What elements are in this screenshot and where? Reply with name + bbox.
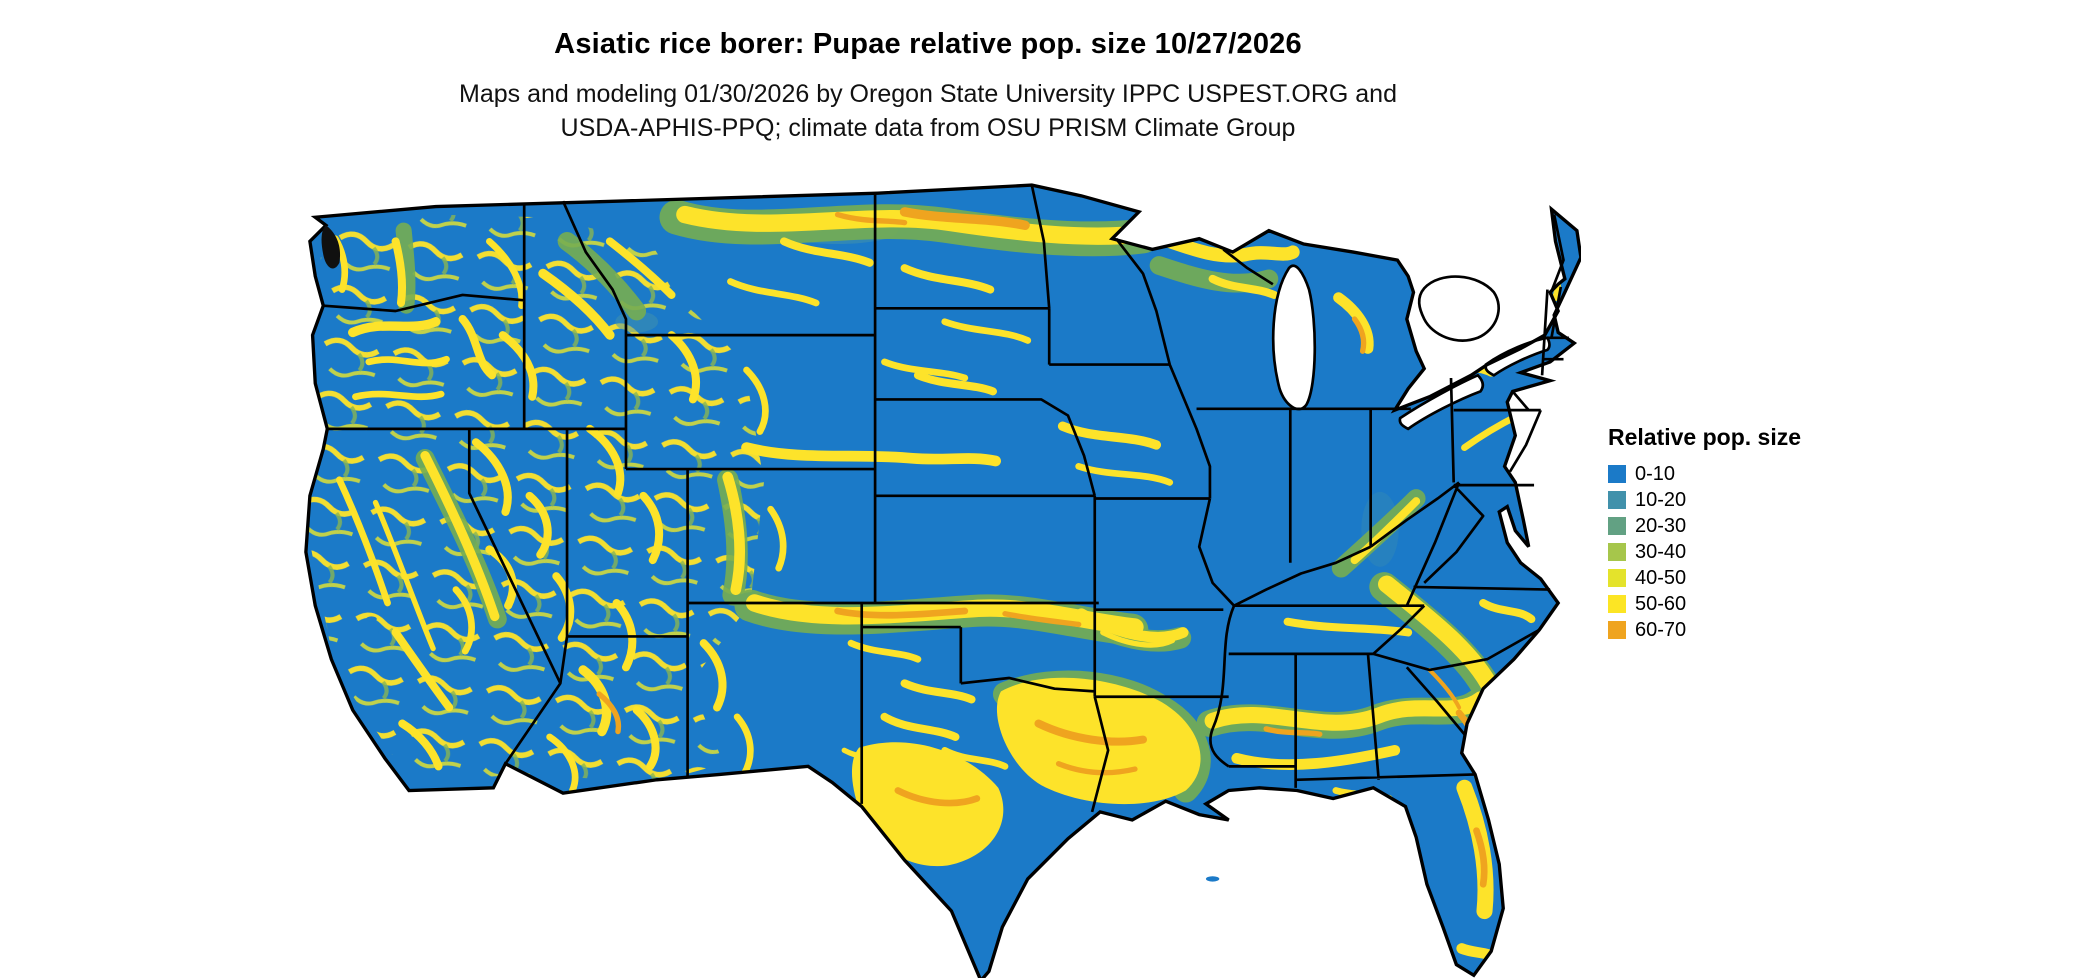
legend: Relative pop. size 0-10 10-20 20-30 30-4…	[1608, 424, 1801, 643]
population-data-layer	[308, 199, 1561, 965]
legend-swatch	[1608, 595, 1626, 613]
legend-item-label: 50-60	[1635, 592, 1687, 615]
legend-item-label: 10-20	[1635, 488, 1687, 511]
legend-swatch	[1608, 543, 1626, 561]
lake-huron	[1417, 275, 1500, 342]
legend-item: 20-30	[1608, 513, 1801, 539]
channel-islands	[366, 616, 1220, 882]
legend-item-label: 60-70	[1635, 618, 1687, 641]
conus-map	[304, 183, 1581, 978]
map-subtitle-line2: USDA-APHIS-PPQ; climate data from OSU PR…	[560, 114, 1296, 142]
legend-item-label: 30-40	[1635, 540, 1687, 563]
legend-item-label: 40-50	[1635, 566, 1687, 589]
legend-swatch	[1608, 517, 1626, 535]
legend-swatch	[1608, 569, 1626, 587]
orange-core-layer	[596, 207, 1543, 888]
legend-item: 10-20	[1608, 487, 1801, 513]
legend-item-label: 20-30	[1635, 514, 1687, 537]
map-header: Asiatic rice borer: Pupae relative pop. …	[275, 28, 1581, 145]
legend-item: 50-60	[1608, 591, 1801, 617]
map-subtitle: Maps and modeling 01/30/2026 by Oregon S…	[275, 77, 1581, 145]
legend-item: 60-70	[1608, 617, 1801, 643]
great-lakes	[1271, 264, 1551, 431]
legend-item: 40-50	[1608, 565, 1801, 591]
legend-item: 30-40	[1608, 539, 1801, 565]
legend-swatch	[1608, 465, 1626, 483]
legend-swatch	[1608, 491, 1626, 509]
legend-item: 0-10	[1608, 461, 1801, 487]
lake-michigan	[1271, 264, 1317, 411]
map-subtitle-line1: Maps and modeling 01/30/2026 by Oregon S…	[459, 80, 1397, 108]
legend-title: Relative pop. size	[1608, 424, 1802, 450]
map-title: Asiatic rice borer: Pupae relative pop. …	[554, 28, 1302, 60]
state-borders	[323, 184, 1569, 813]
legend-item-label: 0-10	[1635, 462, 1676, 485]
legend-swatch	[1608, 621, 1626, 639]
puget-sound	[321, 225, 341, 269]
